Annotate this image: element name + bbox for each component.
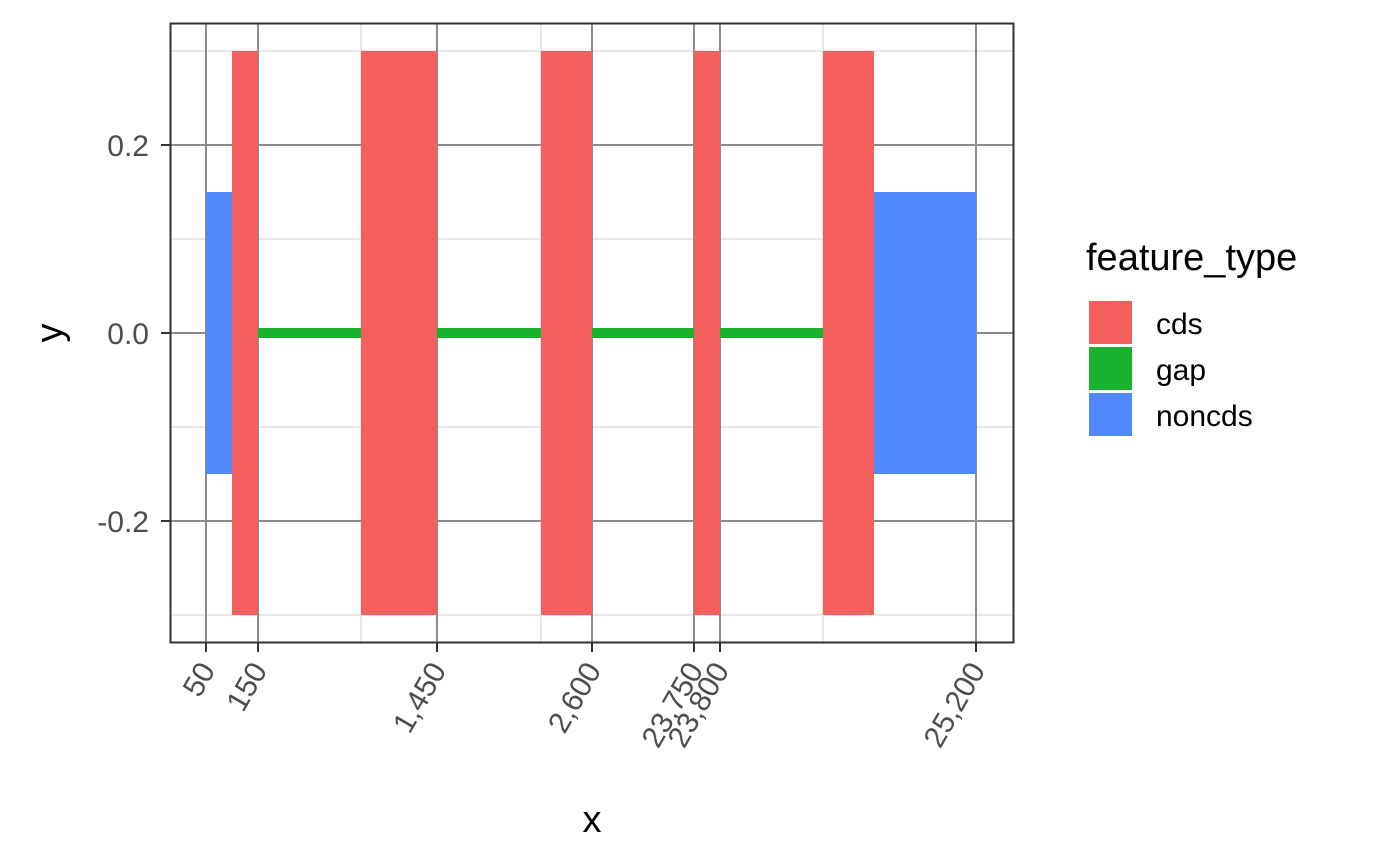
legend: feature_type cds gap noncds <box>1086 237 1297 436</box>
cds-block <box>694 51 720 615</box>
cds-block <box>232 51 258 615</box>
legend-label-cds: cds <box>1156 308 1203 341</box>
gap-line <box>258 328 361 338</box>
legend-key-noncds <box>1089 393 1132 436</box>
noncds-block <box>874 192 976 474</box>
legend-key-cds <box>1089 301 1132 344</box>
legend-label-noncds: noncds <box>1156 400 1253 433</box>
legend-key-gap <box>1089 347 1132 390</box>
y-tick-label: 0.2 <box>107 130 149 163</box>
y-tick-label: -0.2 <box>97 506 149 539</box>
gap-line <box>592 328 694 338</box>
y-tick-label: 0.0 <box>107 318 149 351</box>
x-axis-title: x <box>583 799 602 841</box>
noncds-block <box>206 192 232 474</box>
axis-ticks <box>161 144 977 652</box>
gap-line <box>437 328 541 338</box>
y-tick-labels: -0.2 0.0 0.2 <box>97 130 149 539</box>
feature-marks <box>206 51 976 615</box>
legend-label-gap: gap <box>1156 354 1206 387</box>
cds-block <box>823 51 874 615</box>
y-axis-title: y <box>29 324 71 343</box>
cds-block <box>541 51 592 615</box>
legend-title: feature_type <box>1086 237 1297 279</box>
gap-line <box>720 328 823 338</box>
legend-items: cds gap noncds <box>1089 301 1253 436</box>
cds-block <box>361 51 437 615</box>
